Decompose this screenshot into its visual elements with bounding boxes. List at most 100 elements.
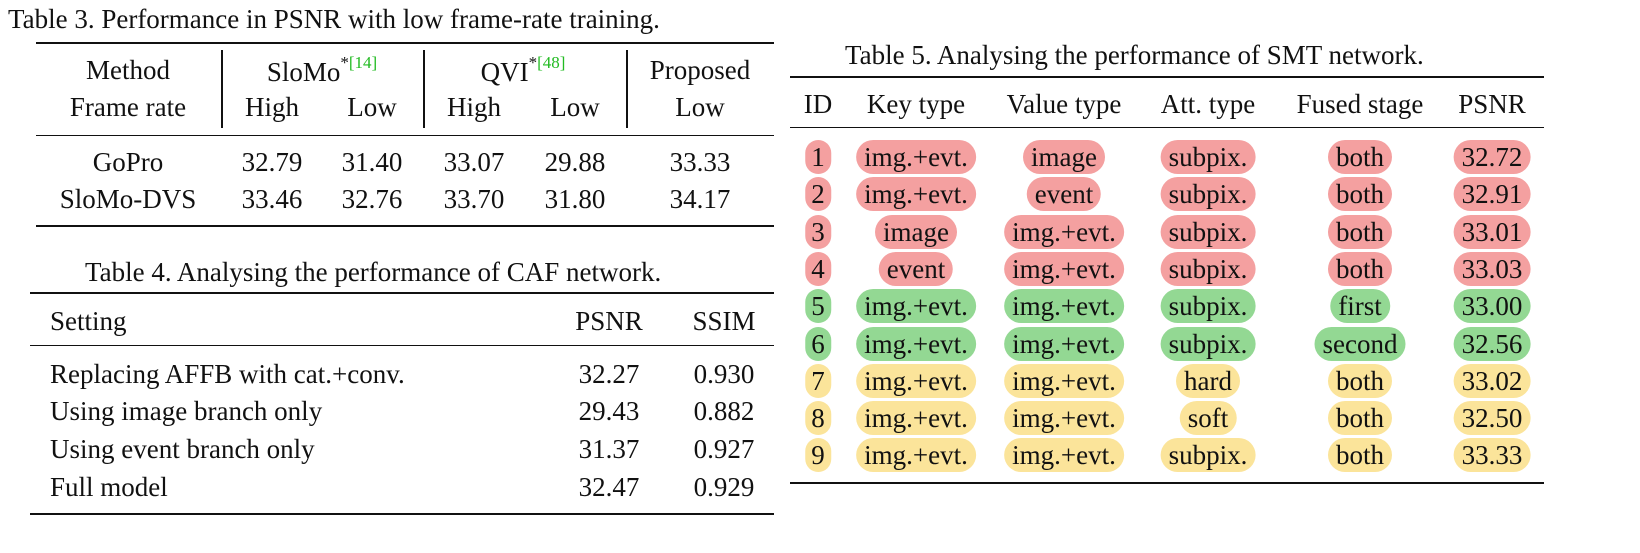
table3-cell: 33.33 [669,147,731,177]
table3-row-name: GoPro [92,147,164,177]
table5-cell-id: 5 [805,289,831,323]
table4-row-setting: Replacing AFFB with cat.+conv. [50,359,405,389]
table3-cell: 32.76 [341,184,403,214]
table5-cell-value: img.+evt. [1004,327,1124,361]
table5-cell-value: img.+evt. [1004,252,1124,286]
table3-cell: 31.40 [341,147,403,177]
table5-cell-att: soft [1179,401,1237,435]
table3-divider-2 [423,50,425,128]
table5-cell-key: img.+evt. [856,327,976,361]
table3-header-proposed: Proposed [649,55,751,85]
table3-header-frame-rate: Frame rate [69,92,187,122]
table5-header-att: Att. type [1160,89,1256,119]
table5-cell-value: img.+evt. [1004,289,1124,323]
table3-sub-high-1: High [245,92,299,122]
table5-top-rule [790,76,1544,78]
table5-cell-psnr: 33.33 [1453,438,1531,472]
table3-sub-low-2: Low [550,92,600,122]
table3-row-name: SloMo-DVS [59,184,197,214]
table4-row-ssim: 0.882 [693,396,755,426]
table5-cell-id: 3 [805,215,831,249]
table5-cell-fused: first [1330,289,1390,323]
table4-caption: Table 4. Analysing the performance of CA… [85,257,662,287]
table5-cell-psnr: 32.50 [1453,401,1531,435]
table4-row-ssim: 0.930 [693,359,755,389]
table5-cell-psnr: 33.01 [1453,215,1531,249]
table5-cell-value: img.+evt. [1004,364,1124,398]
table5-cell-value: image [1023,140,1105,174]
table5-cell-fused: both [1327,215,1393,249]
table5-cell-psnr: 33.00 [1453,289,1531,323]
table5-cell-value: img.+evt. [1004,438,1124,472]
table5-caption: Table 5. Analysing the performance of SM… [845,40,1424,70]
table5-cell-psnr: 33.03 [1453,252,1531,286]
table5-cell-att: subpix. [1160,438,1256,472]
table5-cell-key: img.+evt. [856,289,976,323]
table5-cell-att: hard [1176,364,1240,398]
table3-cell: 33.46 [241,184,303,214]
table4-row-psnr: 32.27 [578,359,640,389]
table3-cell: 34.17 [669,184,731,214]
table3-top-rule [36,42,774,44]
table4-row-setting: Using image branch only [50,396,323,426]
table3-sub-low-1: Low [347,92,397,122]
table5-cell-att: subpix. [1160,327,1256,361]
table5-cell-key: img.+evt. [856,401,976,435]
table4-top-rule [30,292,774,294]
table5-cell-key: image [875,215,957,249]
table5-cell-key: img.+evt. [856,140,976,174]
table4-row-psnr: 31.37 [578,434,640,464]
table3-cell: 32.79 [241,147,303,177]
table5-cell-att: subpix. [1160,252,1256,286]
table5-cell-id: 9 [805,438,831,472]
table4-row-psnr: 29.43 [578,396,640,426]
table5-cell-fused: both [1327,177,1393,211]
table5-cell-id: 8 [805,401,831,435]
table5-cell-id: 2 [805,177,831,211]
table3-caption: Table 3. Performance in PSNR with low fr… [8,4,660,34]
table5-mid-rule [790,127,1544,128]
table4-bottom-rule [30,513,774,515]
table4-header-psnr: PSNR [575,306,643,336]
table5-cell-psnr: 32.91 [1453,177,1531,211]
table5-cell-value: img.+evt. [1004,215,1124,249]
table5-cell-id: 6 [805,327,831,361]
table5-cell-att: subpix. [1160,289,1256,323]
table3-divider-1 [221,50,223,128]
table3-cell: 31.80 [544,184,606,214]
table5-cell-key: img.+evt. [856,438,976,472]
table5-cell-key: img.+evt. [856,364,976,398]
table4-row-ssim: 0.927 [693,434,755,464]
table4-mid-rule [30,345,774,346]
table5-cell-psnr: 33.02 [1453,364,1531,398]
table5-cell-fused: both [1327,364,1393,398]
table3-cell: 33.07 [443,147,505,177]
table5-header-psnr: PSNR [1458,89,1526,119]
table5-cell-att: subpix. [1160,215,1256,249]
table3-sub-high-2: High [447,92,501,122]
table5-cell-fused: second [1314,327,1406,361]
table3-cell: 29.88 [544,147,606,177]
table4-row-setting: Using event branch only [50,434,315,464]
table5-cell-id: 4 [805,252,831,286]
table5-cell-fused: both [1327,401,1393,435]
table5-cell-fused: both [1327,438,1393,472]
table5-bottom-rule [790,482,1544,484]
table3-divider-3 [626,50,628,128]
table5-cell-id: 1 [805,140,831,174]
table3-header-qvi: QVI*[48] [480,53,566,87]
table5-cell-key: event [878,252,954,286]
table5-header-id: ID [803,89,833,119]
table5-cell-fused: both [1327,252,1393,286]
table5-cell-id: 7 [805,364,831,398]
table3-qvi-citation[interactable]: [48] [537,53,566,72]
table5-cell-psnr: 32.56 [1453,327,1531,361]
table5-cell-value: img.+evt. [1004,401,1124,435]
table5-cell-fused: both [1327,140,1393,174]
table5-cell-key: img.+evt. [856,177,976,211]
table3-sub-low-3: Low [675,92,725,122]
table3-slomo-citation[interactable]: [14] [348,53,378,72]
table5-cell-att: subpix. [1160,177,1256,211]
table5-cell-att: subpix. [1160,140,1256,174]
table5-cell-value: event [1026,177,1102,211]
